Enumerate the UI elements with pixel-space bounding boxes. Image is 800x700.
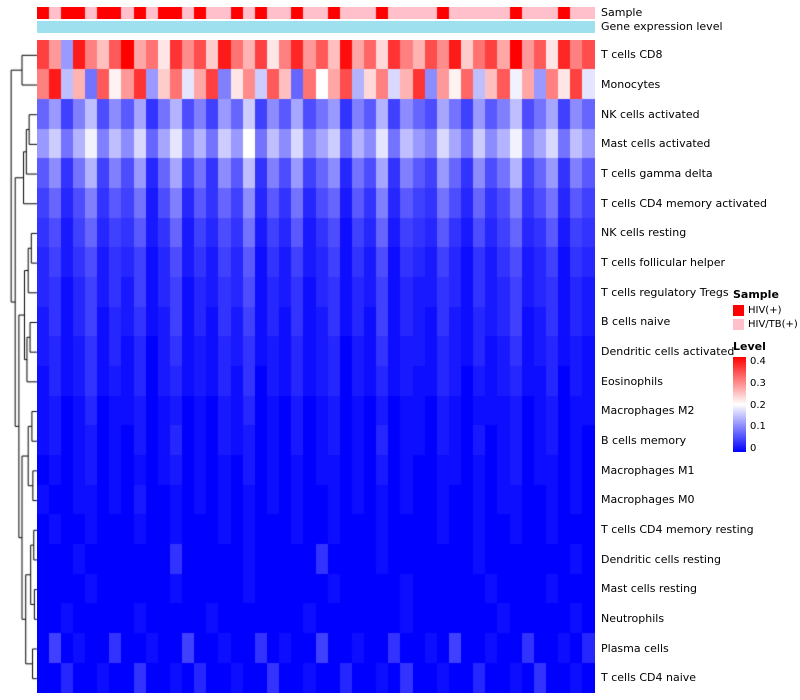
heatmap-canvas: [37, 40, 595, 693]
row-label: NK cells activated: [601, 107, 700, 121]
row-label: Mast cells resting: [601, 582, 698, 596]
legend-level-title: Level: [733, 340, 766, 353]
row-label: Plasma cells: [601, 641, 669, 655]
row-label: Macrophages M1: [601, 463, 695, 477]
row-label: Mast cells activated: [601, 137, 711, 151]
row-label: T cells regulatory Tregs: [601, 285, 729, 299]
row-label: T cells CD8: [601, 48, 663, 62]
row-label: B cells memory: [601, 434, 687, 448]
gene-annotation-label: Gene expression level: [601, 20, 723, 33]
level-tick-label: 0: [750, 443, 757, 454]
row-label: T cells follicular helper: [601, 256, 726, 270]
row-label: T cells CD4 naive: [601, 671, 697, 685]
level-tick-label: 0.3: [750, 377, 766, 389]
legend-sample-item: HIV(+): [733, 305, 798, 316]
sample-annotation-label: Sample: [601, 6, 643, 19]
row-dendrogram: [2, 40, 38, 693]
row-label: Monocytes: [601, 78, 661, 91]
row-label: B cells naive: [601, 315, 671, 329]
sample-annotation-bar: [37, 7, 595, 19]
legend-sample-title: Sample: [733, 288, 779, 301]
legend-sample-item-label: HIV/TB(+): [748, 319, 798, 330]
row-label: Dendritic cells resting: [601, 552, 721, 566]
level-tick-label: 0.2: [750, 399, 766, 411]
row-label: Neutrophils: [601, 612, 665, 626]
legend-sample-items: HIV(+) HIV/TB(+): [733, 305, 798, 330]
legend-swatch: [733, 305, 744, 316]
legend-sample-item-label: HIV(+): [748, 305, 782, 316]
row-label: NK cells resting: [601, 226, 687, 240]
row-label: T cells CD4 memory resting: [601, 523, 754, 537]
level-gradient-bar: [733, 357, 746, 452]
row-label: T cells CD4 memory activated: [601, 196, 767, 210]
row-label: Macrophages M0: [601, 493, 695, 507]
gene-expression-annotation-bar: [37, 21, 595, 33]
level-tick-label: 0.1: [750, 421, 766, 433]
legend-sample-item: HIV/TB(+): [733, 319, 798, 330]
level-tick-labels: 0.4 0.3 0.2 0.1 0: [750, 357, 766, 454]
row-labels: T cells CD8 Monocytes NK cells activated Ma…: [601, 40, 767, 693]
row-label: Eosinophils: [601, 374, 663, 388]
legend: Sample HIV(+) HIV/TB(+) Level 0.4 0.3 0.2 0.…: [733, 288, 798, 454]
row-label: T cells gamma delta: [601, 167, 713, 181]
level-tick-label: 0.4: [750, 356, 766, 367]
row-label: Macrophages M2: [601, 404, 695, 418]
row-label: Dendritic cells activated: [601, 345, 735, 359]
legend-swatch: [733, 319, 744, 330]
